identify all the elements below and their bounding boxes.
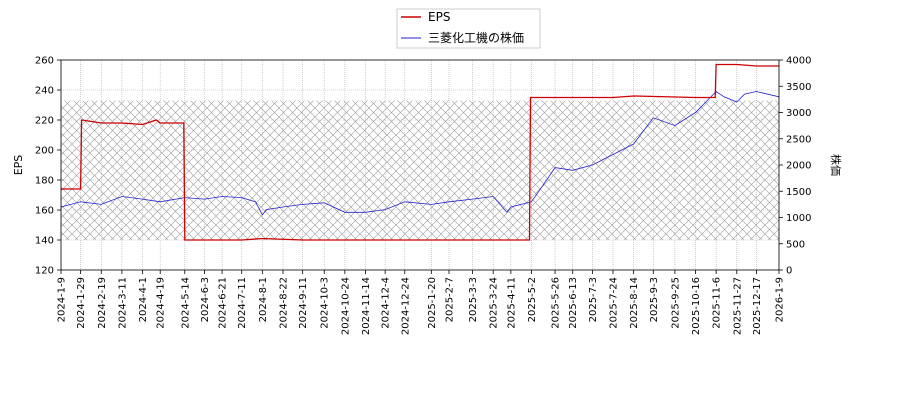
y-right-tick-label: 3000 xyxy=(786,108,811,119)
x-tick-label: 2024-1-29 xyxy=(76,277,87,329)
x-tick-label: 2024-4-19 xyxy=(156,277,167,329)
x-tick-label: 2024-10-3 xyxy=(320,277,331,329)
x-tick-label: 2025-7-3 xyxy=(588,277,599,322)
x-tick-label: 2025-5-26 xyxy=(551,277,562,329)
axes: 2024-1-9 2024-1-29 2024-2-19 2024-3-11 2024-… xyxy=(35,56,812,336)
x-tick-label: 2025-12-17 xyxy=(752,277,763,335)
x-tick-label: 2025-11-6 xyxy=(712,277,723,329)
y-right-tick-label: 2000 xyxy=(786,161,811,172)
x-tick-label: 2025-7-24 xyxy=(609,277,620,329)
x-tick-label: 2024-6-3 xyxy=(200,277,211,322)
x-tick-label: 2024-7-11 xyxy=(237,277,248,329)
x-tick-label: 2024-5-14 xyxy=(180,277,191,329)
y-right-axis-title: 株価 xyxy=(829,154,843,176)
y-left-tick-label: 220 xyxy=(35,116,54,127)
y-right-tick-label: 1000 xyxy=(786,213,811,224)
x-tick-label: 2024-3-11 xyxy=(117,277,128,329)
x-tick-label: 2025-9-3 xyxy=(649,277,660,322)
y-right-tick-label: 3500 xyxy=(786,82,811,93)
x-tick-label: 2025-2-7 xyxy=(444,277,455,322)
x-tick-label: 2025-11-27 xyxy=(732,277,743,335)
y-right-tick-label: 4000 xyxy=(786,56,811,67)
x-tick-label: 2025-5-2 xyxy=(527,277,538,322)
x-tick-label: 2025-6-13 xyxy=(568,277,579,329)
series-line-price xyxy=(60,90,780,216)
plot-series xyxy=(60,63,780,241)
y-left-tick-label: 260 xyxy=(35,56,54,67)
x-tick-label: 2026-1-9 xyxy=(775,277,786,322)
x-tick-label: 2025-3-24 xyxy=(489,277,500,329)
y-left-tick-label: 140 xyxy=(35,236,54,247)
legend-label-price: 三菱化工機の株価 xyxy=(428,30,524,45)
y-left-tick-label: 180 xyxy=(35,176,54,187)
x-tick-label: 2025-9-25 xyxy=(670,277,681,329)
x-tick-label: 2024-1-9 xyxy=(57,277,68,322)
x-tick-label: 2025-8-14 xyxy=(629,277,640,329)
y-left-tick-label: 160 xyxy=(35,206,54,217)
x-tick-label: 2025-4-11 xyxy=(506,277,517,329)
grid-lines xyxy=(60,59,780,271)
x-tick-label: 2024-12-4 xyxy=(381,277,392,329)
x-tick-label: 2024-8-1 xyxy=(258,277,269,322)
x-tick-label: 2024-11-14 xyxy=(361,277,372,335)
x-tick-label: 2024-2-19 xyxy=(97,277,108,329)
series-line-eps xyxy=(61,63,779,241)
legend-label-eps: EPS xyxy=(428,10,450,24)
y-right-tick-label: 2500 xyxy=(786,134,811,145)
x-tick-label: 2024-12-24 xyxy=(400,277,411,335)
y-left-tick-label: 200 xyxy=(35,146,54,157)
y-left-tick-label: 240 xyxy=(35,86,54,97)
x-tick-label: 2025-10-16 xyxy=(691,277,702,335)
x-tick-label: 2024-10-24 xyxy=(340,277,351,335)
x-tick-label: 2024-6-21 xyxy=(218,277,229,329)
x-tick-label: 2024-4-1 xyxy=(138,277,149,322)
plot-frame xyxy=(60,59,780,271)
y-right-tick-label: 1500 xyxy=(786,187,811,198)
legend: EPS 三菱化工機の株価 xyxy=(396,8,541,49)
x-tick-label: 2025-3-3 xyxy=(468,277,479,322)
hatched-region xyxy=(61,100,779,240)
x-tick-label: 2024-8-22 xyxy=(278,277,289,329)
y-right-tick-label: 0 xyxy=(786,266,792,277)
y-left-tick-label: 120 xyxy=(35,266,54,277)
legend-box xyxy=(396,8,541,49)
x-tick-label: 2025-1-20 xyxy=(427,277,438,329)
x-tick-label: 2024-9-11 xyxy=(298,277,309,329)
y-right-tick-label: 500 xyxy=(786,239,805,250)
y-left-axis-title: EPS xyxy=(12,155,25,176)
